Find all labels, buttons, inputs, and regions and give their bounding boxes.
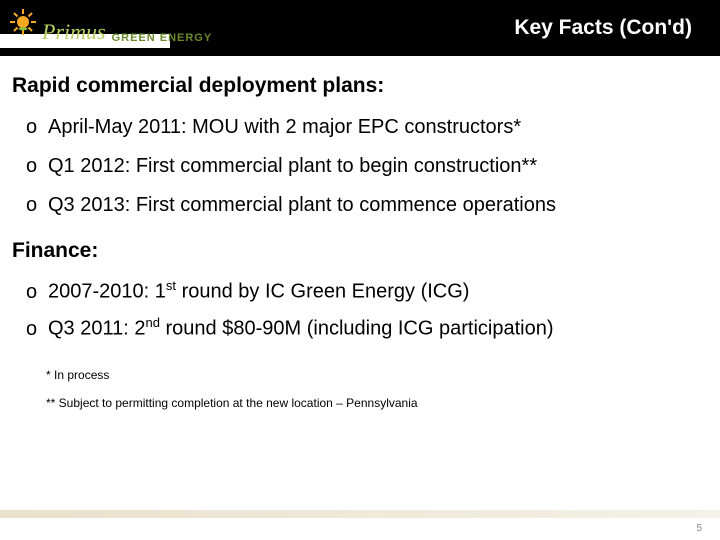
text-fragment: round by IC Green Energy (ICG) <box>176 281 469 303</box>
list-item: Q3 2013: First commercial plant to comme… <box>48 186 700 225</box>
footnote: * In process <box>46 368 700 382</box>
logo-text: Primus GREEN ENERGY <box>42 15 212 41</box>
content-area: Rapid commercial deployment plans: April… <box>0 56 720 410</box>
text-fragment: round $80-90M (including ICG participati… <box>160 317 554 339</box>
deployment-list: April-May 2011: MOU with 2 major EPC con… <box>12 108 700 225</box>
section-heading-deployment: Rapid commercial deployment plans: <box>12 74 700 98</box>
page-number: 5 <box>696 523 702 534</box>
list-item: Q3 2011: 2nd round $80-90M (including IC… <box>48 310 700 347</box>
list-item: April-May 2011: MOU with 2 major EPC con… <box>48 108 700 147</box>
slide-title: Key Facts (Con'd) <box>514 16 692 40</box>
logo-brand: Primus <box>42 19 106 45</box>
finance-list: 2007-2010: 1st round by IC Green Energy … <box>12 273 700 346</box>
logo-tagline: GREEN ENERGY <box>112 32 213 44</box>
footnote: ** Subject to permitting completion at t… <box>46 396 700 410</box>
header-bar: Primus GREEN ENERGY Key Facts (Con'd) <box>0 0 720 56</box>
sun-icon <box>10 9 36 35</box>
footnotes: * In process ** Subject to permitting co… <box>12 368 700 410</box>
list-item: Q1 2012: First commercial plant to begin… <box>48 147 700 186</box>
footer-bar <box>0 510 720 518</box>
list-item: 2007-2010: 1st round by IC Green Energy … <box>48 273 700 310</box>
text-fragment: Q3 2011: 2 <box>48 317 145 339</box>
superscript: st <box>166 278 176 293</box>
text-fragment: 2007-2010: 1 <box>48 281 166 303</box>
superscript: nd <box>145 315 159 330</box>
section-heading-finance: Finance: <box>12 239 700 263</box>
